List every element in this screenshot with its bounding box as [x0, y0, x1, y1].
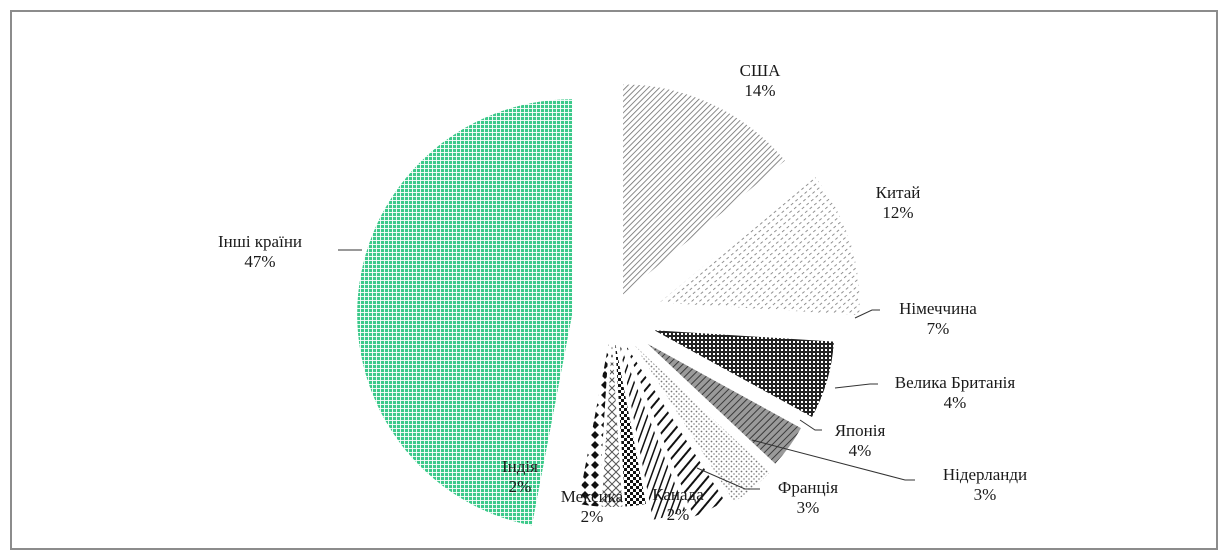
pie-slice-2 — [654, 330, 834, 417]
slice-label-3: Велика Британія — [895, 373, 1016, 392]
pie-slice-1 — [659, 175, 860, 316]
slice-label-1: Китай — [876, 183, 921, 202]
slice-label-7: Канада — [652, 485, 704, 504]
slice-value-label-0: 14% — [744, 81, 775, 100]
leader-line-3 — [834, 383, 878, 389]
slice-value-label-3: 4% — [944, 393, 967, 412]
leader-line-2 — [854, 309, 880, 319]
pie-slice-7 — [615, 341, 646, 507]
slice-label-5: Нідерланди — [943, 465, 1027, 484]
leader-line-6 — [696, 467, 760, 490]
slice-label-4: Японія — [835, 421, 886, 440]
slice-value-label-10: 47% — [244, 252, 275, 271]
pie-slice-9 — [578, 341, 609, 507]
pie-slice-10 — [357, 99, 573, 526]
leader-line-5 — [751, 439, 915, 481]
leader-line-4 — [799, 419, 822, 431]
pie-slice-4 — [634, 345, 770, 502]
pie-slice-0 — [623, 84, 785, 295]
slice-label-2: Німеччина — [899, 299, 977, 318]
slice-value-label-7: 2% — [667, 505, 690, 524]
slice-label-0: США — [740, 61, 781, 80]
slice-label-6: Франція — [778, 478, 838, 497]
slice-value-label-8: 2% — [581, 507, 604, 526]
pie-slice-5 — [625, 344, 725, 517]
slice-value-label-2: 7% — [927, 319, 950, 338]
slice-label-8: Мексика — [561, 487, 624, 506]
pie-slice-3 — [647, 343, 801, 464]
slice-value-label-4: 4% — [849, 441, 872, 460]
slice-value-label-5: 3% — [974, 485, 997, 504]
slice-value-label-1: 12% — [882, 203, 913, 222]
slice-value-label-6: 3% — [797, 498, 820, 517]
pie-slice-8 — [601, 342, 623, 507]
slice-label-10: Інші країни — [218, 232, 302, 251]
slice-label-9: Індія — [502, 457, 538, 476]
pie-slice-6 — [619, 342, 686, 520]
slice-value-label-9: 2% — [509, 477, 532, 496]
